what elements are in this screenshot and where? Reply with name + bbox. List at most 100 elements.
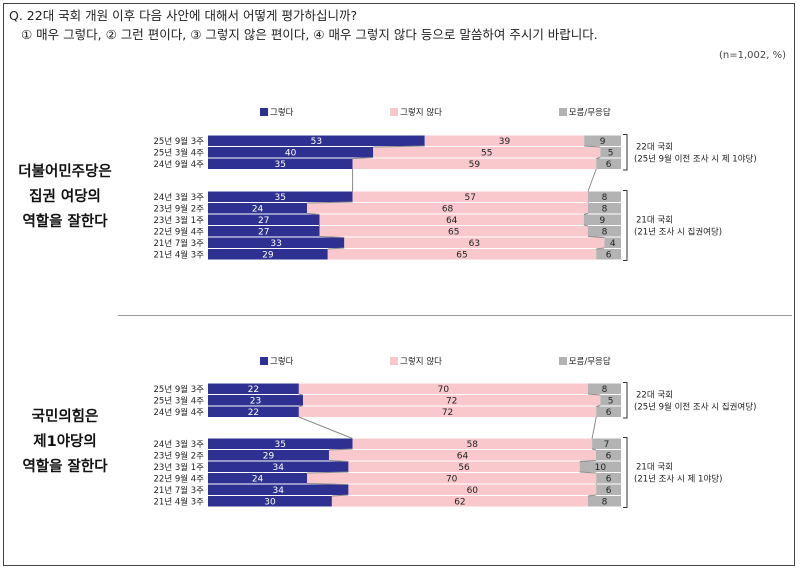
row-label: 25년 9월 3주: [154, 384, 205, 395]
bar-no: [344, 237, 605, 248]
row-label: 23년 3월 1주: [154, 462, 205, 473]
legend-item-dk: 모름/무응답: [558, 355, 611, 367]
value-label-no: 65: [448, 228, 459, 238]
legend-item-no: 그렇지 않다: [390, 106, 442, 118]
bar-dk: [595, 450, 621, 461]
bar-yes: [208, 203, 308, 214]
row-label: 25년 3월 4주: [154, 147, 205, 158]
row-label: 24년 3월 3주: [154, 439, 205, 450]
bar-no: [373, 147, 601, 158]
connector-line: [331, 494, 349, 497]
bar-dk: [596, 473, 621, 484]
value-label-dk: 6: [606, 486, 612, 496]
value-label-yes: 30: [264, 498, 276, 508]
connector-line: [587, 393, 601, 396]
value-label-yes: 22: [248, 385, 259, 395]
connector-line: [579, 460, 597, 462]
value-label-no: 64: [446, 216, 458, 226]
bar-dk: [596, 158, 621, 169]
value-label-yes: 40: [285, 149, 297, 159]
value-label-yes: 22: [248, 408, 259, 418]
bar-no: [302, 395, 601, 406]
row-label: 21년 4월 3주: [154, 496, 205, 507]
bar-dk: [600, 147, 621, 158]
bar-yes: [208, 237, 345, 248]
value-label-dk: 8: [602, 228, 608, 238]
bar-dk: [596, 484, 621, 495]
row-label: 23년 3월 1주: [154, 215, 205, 226]
connector-line: [298, 393, 304, 396]
value-label-no: 72: [442, 408, 453, 418]
value-label-yes: 34: [272, 463, 284, 473]
connector-line: [328, 448, 353, 451]
connector-line: [352, 157, 374, 159]
legend-label: 그렇지 않다: [400, 108, 442, 118]
bar-no: [424, 135, 585, 146]
legend-swatch: [390, 108, 399, 116]
bar-no: [352, 158, 597, 169]
period-bracket: [623, 134, 628, 171]
bar-no: [327, 249, 597, 260]
value-label-no: 39: [499, 137, 511, 147]
period-label: (21년 조사 시 집권여당): [634, 227, 722, 238]
bar-yes: [208, 226, 320, 237]
question-line-1: Q. 22대 국회 개원 이후 다음 사안에 대해서 어떻게 평가하십니까?: [9, 8, 358, 23]
value-label-dk: 6: [606, 160, 612, 170]
row-label: 23년 9월 2주: [154, 450, 205, 461]
bar-no: [348, 461, 580, 472]
chart-2-title-line: 역할을 잘한다: [22, 459, 108, 475]
value-label-no: 65: [456, 251, 467, 261]
value-label-yes: 35: [275, 193, 286, 203]
bar-dk: [584, 135, 621, 146]
bar-yes: [208, 450, 329, 461]
value-label-yes: 23: [250, 397, 261, 407]
bar-yes: [208, 461, 349, 472]
connector-line: [319, 236, 345, 238]
bar-dk: [587, 203, 621, 214]
value-label-dk: 9: [600, 216, 606, 226]
bar-dk: [600, 395, 621, 406]
value-label-no: 56: [458, 463, 470, 473]
value-label-no: 62: [454, 498, 465, 508]
value-label-yes: 29: [262, 251, 274, 261]
value-label-no: 55: [481, 149, 492, 159]
value-label-no: 72: [446, 397, 457, 407]
bar-dk: [592, 438, 621, 449]
bar-yes: [208, 496, 332, 507]
value-label-dk: 6: [606, 408, 612, 418]
bar-dk: [596, 249, 621, 260]
row-label: 22년 9월 4주: [154, 473, 205, 484]
value-label-no: 64: [457, 452, 469, 462]
value-label-yes: 29: [263, 452, 275, 462]
connector-line: [583, 213, 589, 215]
chart-1-title-line: 더불어민주당은: [18, 164, 112, 180]
connector-line: [587, 168, 597, 192]
value-label-dk: 4: [610, 239, 616, 249]
row-label: 24년 3월 3주: [154, 192, 205, 203]
bar-yes: [208, 214, 320, 225]
bar-no: [352, 191, 588, 202]
period-bracket: [623, 190, 628, 261]
connector-line: [298, 405, 304, 407]
chart-1-title-line: 집권 여당의: [29, 189, 101, 205]
row-label: 22년 9월 4주: [154, 226, 205, 237]
period-label: (21년 조사 시 제 1야당): [634, 474, 722, 485]
value-label-dk: 8: [602, 205, 608, 215]
value-label-dk: 6: [606, 452, 612, 462]
legend-swatch: [390, 357, 399, 365]
connector-line: [328, 460, 349, 462]
legend-item-no: 그렇지 않다: [390, 355, 442, 367]
period-label: 21대 국회: [636, 216, 673, 226]
row-label: 23년 9월 2주: [154, 203, 205, 214]
connector-line: [307, 471, 349, 474]
chart-2-title-line: 제1야당의: [33, 434, 97, 450]
legend-label: 모름/무응답: [568, 357, 611, 367]
connector-line: [587, 236, 605, 238]
value-label-dk: 10: [595, 463, 607, 473]
value-label-dk: 7: [604, 440, 610, 450]
legend-swatch: [558, 357, 567, 365]
connector-line: [327, 247, 345, 250]
bar-no: [352, 438, 593, 449]
row-label: 25년 9월 3주: [154, 136, 205, 147]
bar-yes: [208, 191, 353, 202]
